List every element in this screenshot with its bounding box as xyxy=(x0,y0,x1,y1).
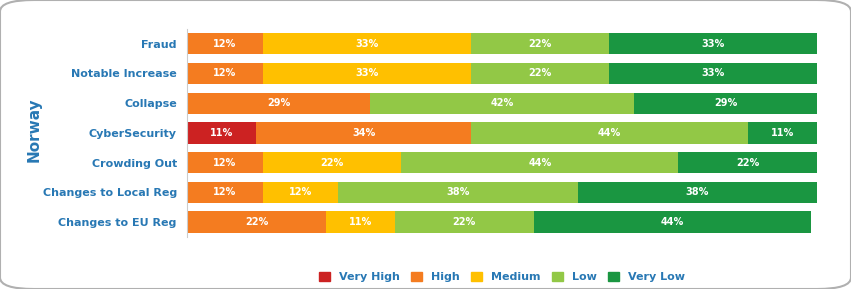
Bar xyxy=(263,182,339,203)
Bar xyxy=(187,212,326,233)
Bar xyxy=(263,63,471,84)
Text: 22%: 22% xyxy=(453,217,476,227)
Text: 38%: 38% xyxy=(446,187,470,197)
Text: 22%: 22% xyxy=(321,158,344,168)
Bar xyxy=(748,122,817,144)
Text: 11%: 11% xyxy=(771,128,794,138)
Text: 33%: 33% xyxy=(701,68,725,79)
Text: 12%: 12% xyxy=(214,39,237,49)
Text: 29%: 29% xyxy=(267,98,290,108)
Text: 12%: 12% xyxy=(214,68,237,79)
Bar xyxy=(395,212,534,233)
Text: 38%: 38% xyxy=(686,187,709,197)
Bar xyxy=(609,63,817,84)
Text: 22%: 22% xyxy=(528,68,551,79)
Text: 12%: 12% xyxy=(214,187,237,197)
Bar xyxy=(402,152,678,173)
Bar xyxy=(634,92,817,114)
Bar xyxy=(609,33,817,54)
Bar xyxy=(326,212,395,233)
Bar xyxy=(187,33,263,54)
Text: 44%: 44% xyxy=(597,128,620,138)
Bar xyxy=(187,92,370,114)
Text: 44%: 44% xyxy=(660,217,683,227)
Text: 12%: 12% xyxy=(289,187,312,197)
Bar xyxy=(678,152,817,173)
Bar xyxy=(187,152,263,173)
Bar xyxy=(187,182,263,203)
Text: 11%: 11% xyxy=(210,128,233,138)
Text: 22%: 22% xyxy=(528,39,551,49)
Text: 33%: 33% xyxy=(355,68,379,79)
Text: 29%: 29% xyxy=(714,98,737,108)
Text: 33%: 33% xyxy=(355,39,379,49)
Text: 12%: 12% xyxy=(214,158,237,168)
Bar xyxy=(471,63,609,84)
Bar xyxy=(256,122,471,144)
Bar xyxy=(578,182,817,203)
Text: 34%: 34% xyxy=(352,128,375,138)
Text: 33%: 33% xyxy=(701,39,725,49)
Text: 44%: 44% xyxy=(528,158,551,168)
Text: 11%: 11% xyxy=(349,217,372,227)
Text: 22%: 22% xyxy=(245,217,268,227)
Bar xyxy=(471,122,748,144)
Text: 22%: 22% xyxy=(736,158,759,168)
Bar xyxy=(187,122,256,144)
Text: 42%: 42% xyxy=(490,98,514,108)
Bar xyxy=(370,92,634,114)
Bar xyxy=(263,33,471,54)
Legend: Very High, High, Medium, Low, Very Low: Very High, High, Medium, Low, Very Low xyxy=(319,272,685,282)
Bar xyxy=(471,33,609,54)
Bar xyxy=(263,152,402,173)
Bar xyxy=(339,182,578,203)
Bar xyxy=(534,212,811,233)
Text: Norway: Norway xyxy=(26,98,42,162)
Bar xyxy=(187,63,263,84)
